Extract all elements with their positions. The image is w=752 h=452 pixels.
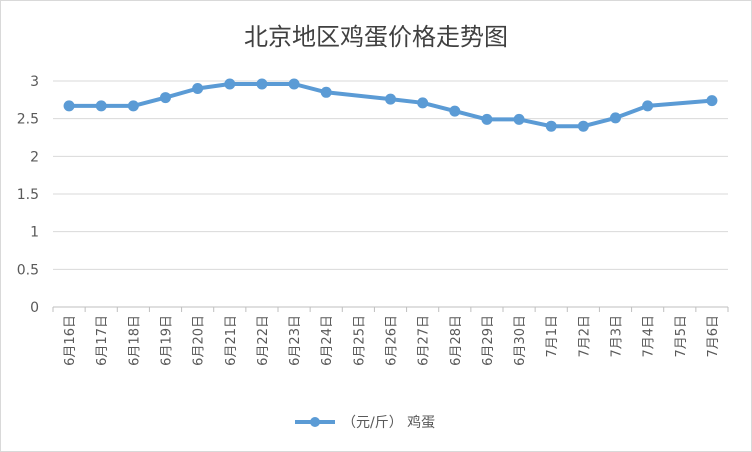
data-point: [706, 95, 718, 107]
y-tick-label: 0: [30, 300, 39, 316]
data-point: [481, 113, 493, 125]
x-tick-label: 6月26日: [385, 315, 400, 366]
legend: （元/斤） 鸡蛋: [295, 414, 435, 431]
x-tick-label: 6月19日: [160, 315, 175, 366]
y-axis-ticks: 0 0.5 1 1.5 2 2.5 3: [17, 74, 39, 316]
chart-title: 北京地区鸡蛋价格走势图: [244, 23, 508, 51]
x-tick-label: 7月4日: [642, 315, 657, 358]
x-tick-label: 6月29日: [481, 315, 496, 366]
data-point: [320, 86, 332, 98]
legend-marker: [310, 417, 320, 427]
x-tick-label: 6月18日: [127, 315, 142, 366]
x-axis-ticks: 6月16日 6月17日 6月18日 6月19日 6月20日 6月21日 6月22日 6月23日…: [63, 315, 721, 366]
y-tick-label: 2.5: [17, 112, 39, 128]
data-point: [417, 97, 429, 109]
data-point: [545, 120, 557, 132]
y-tick-label: 2: [30, 149, 39, 165]
x-tick-label: 6月20日: [192, 315, 207, 366]
data-point: [385, 93, 396, 105]
x-tick-label: 6月22日: [256, 315, 271, 366]
data-point: [610, 112, 621, 124]
data-point: [224, 78, 236, 90]
y-tick-label: 0.5: [17, 262, 39, 278]
data-point: [95, 100, 107, 112]
data-point: [127, 100, 139, 112]
data-point: [256, 78, 268, 90]
x-tick-label: 6月25日: [352, 315, 367, 366]
x-tick-label: 6月23日: [288, 315, 303, 366]
legend-label: （元/斤） 鸡蛋: [342, 414, 435, 431]
data-point: [288, 78, 300, 90]
data-point: [192, 83, 204, 95]
x-tick-label: 6月27日: [417, 315, 432, 366]
x-tick-label: 6月28日: [449, 315, 464, 366]
data-point: [63, 100, 75, 112]
y-tick-label: 3: [30, 74, 39, 90]
y-tick-label: 1.5: [17, 187, 39, 203]
series-layer: [63, 78, 718, 132]
x-tick-label: 6月16日: [63, 315, 78, 366]
y-tick-label: 1: [30, 225, 39, 241]
x-tick-label: 7月2日: [577, 315, 592, 358]
x-tick-label: 7月1日: [545, 315, 560, 358]
x-axis: [52, 306, 729, 312]
x-tick-label: 7月5日: [674, 315, 689, 358]
x-tick-label: 6月21日: [224, 315, 239, 366]
x-tick-label: 6月24日: [320, 315, 335, 366]
x-tick-label: 7月6日: [706, 315, 721, 358]
x-tick-label: 6月30日: [513, 315, 528, 366]
x-tick-label: 6月17日: [95, 315, 110, 366]
data-point: [577, 120, 589, 132]
data-point: [160, 92, 171, 104]
data-point: [513, 113, 525, 125]
gridlines: [53, 80, 728, 270]
data-point: [449, 105, 461, 117]
data-point: [642, 100, 654, 112]
x-tick-label: 7月3日: [610, 315, 625, 358]
